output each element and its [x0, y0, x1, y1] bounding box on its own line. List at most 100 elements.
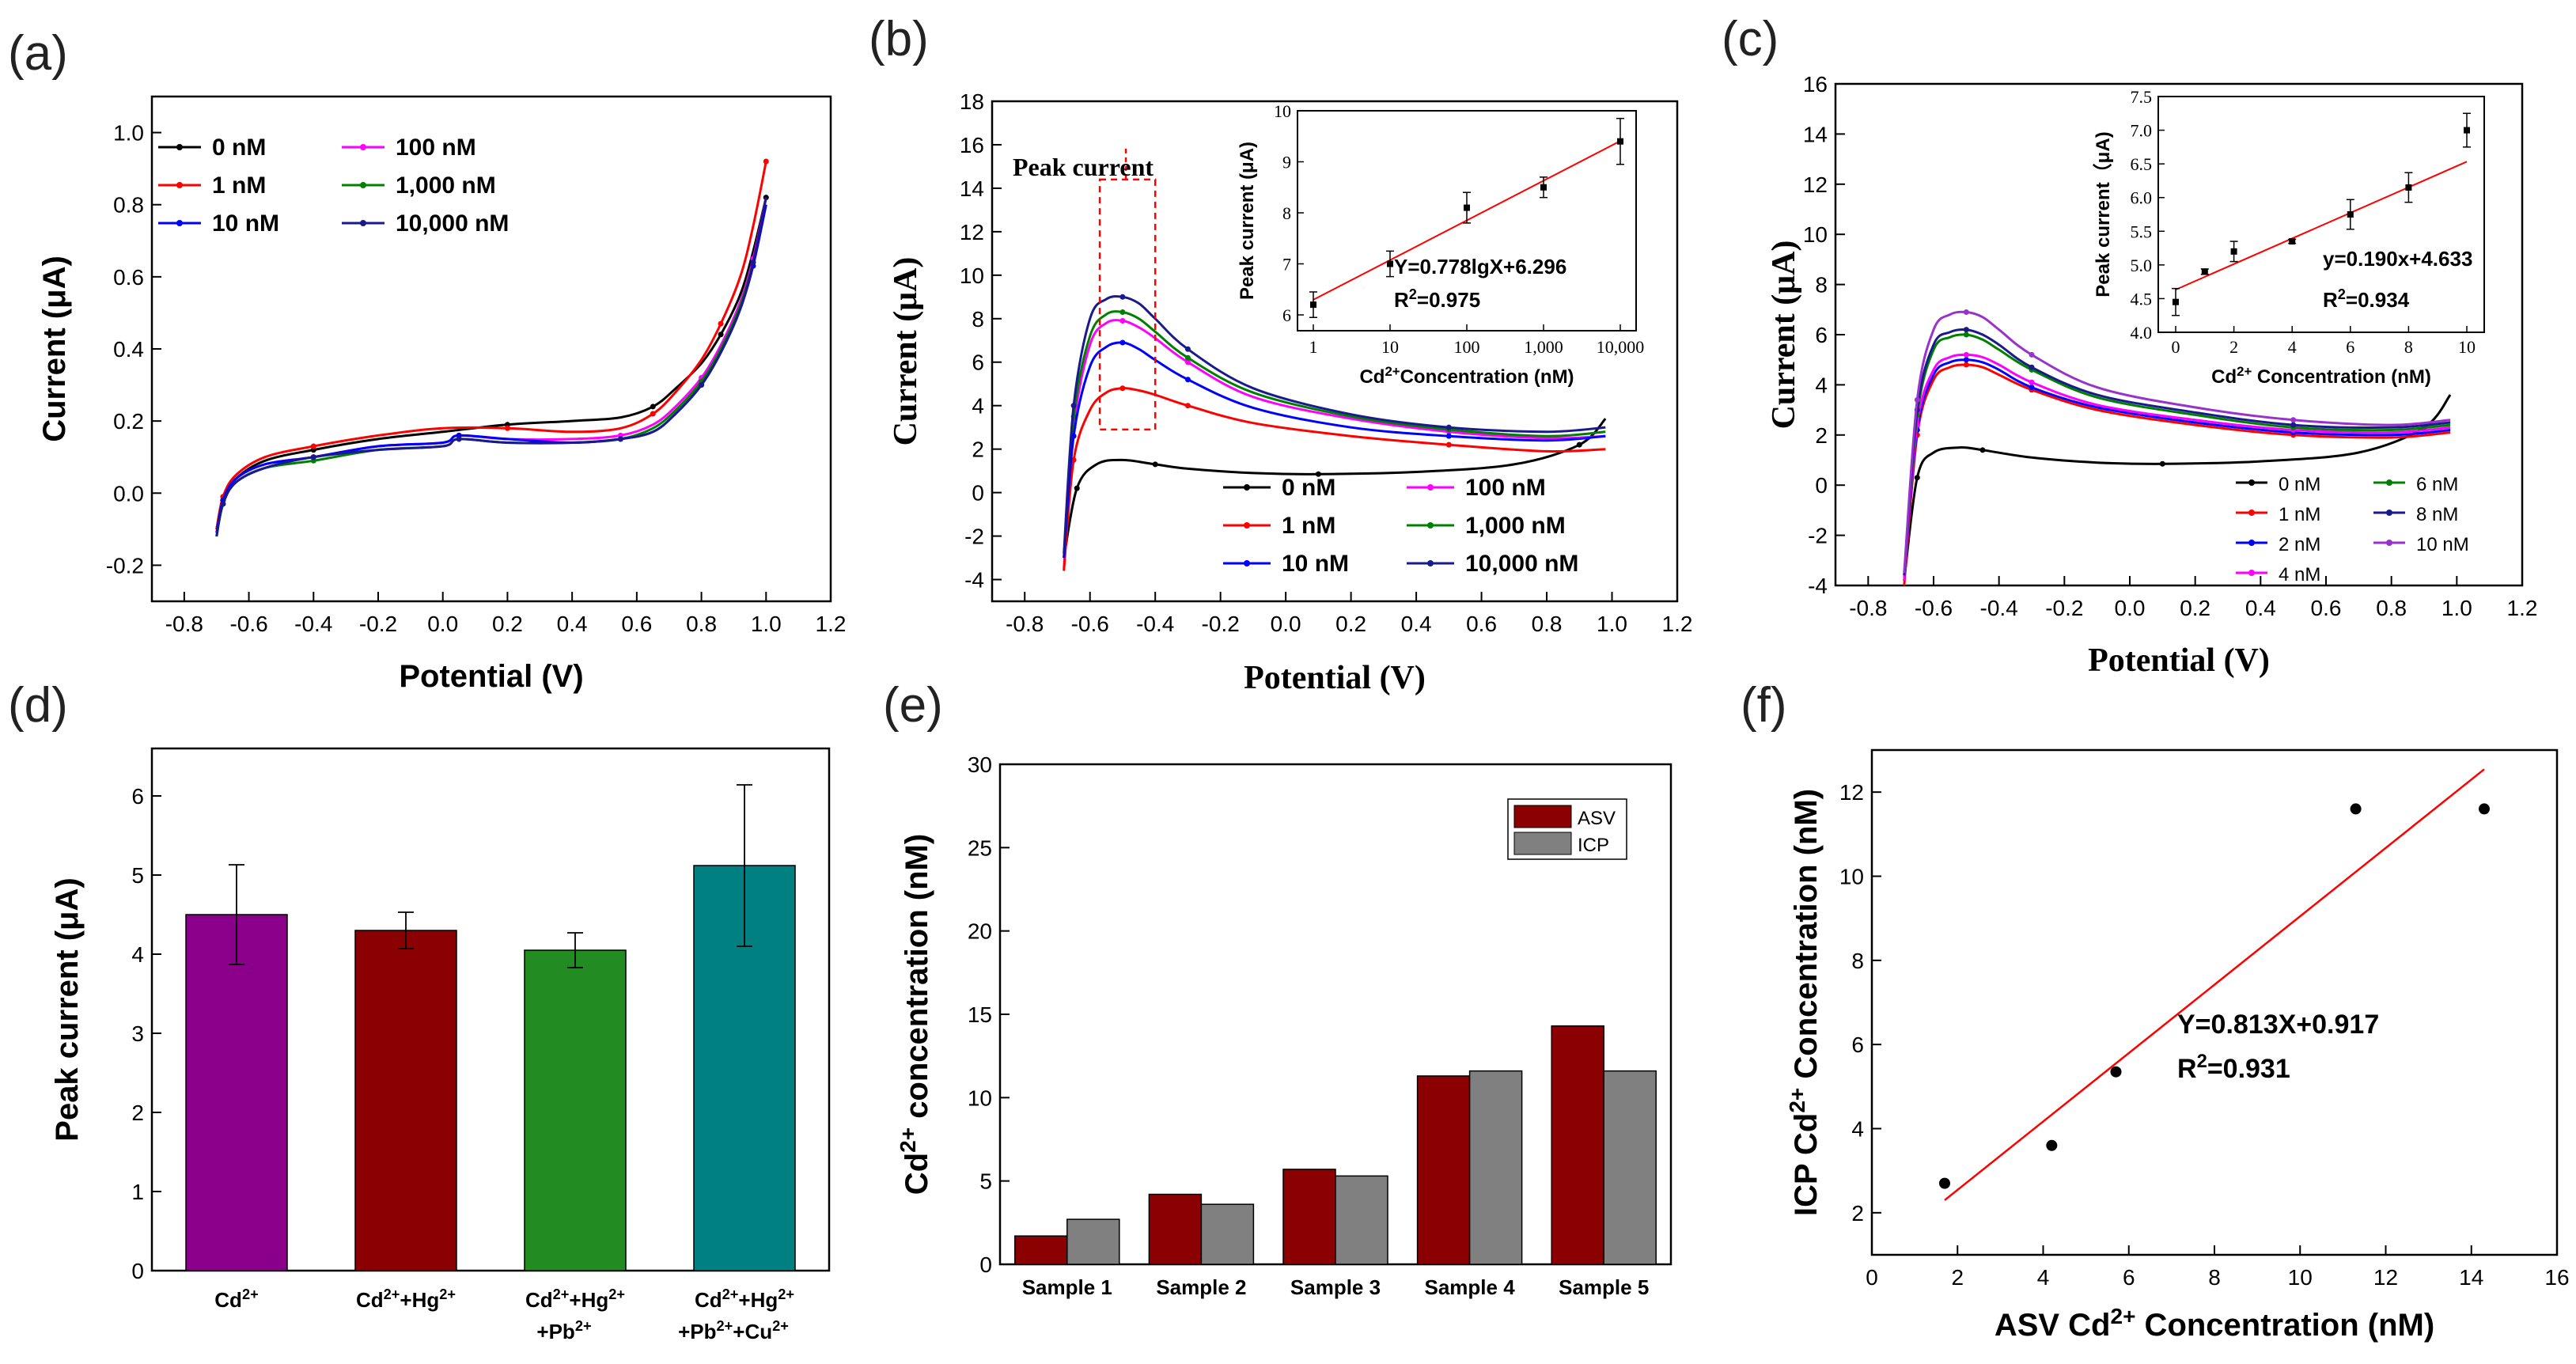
- a-series-line: [215, 204, 767, 537]
- b-xtick-label: 0.0: [1271, 612, 1301, 636]
- c-series-line: [1903, 358, 2451, 581]
- a-legend-marker: [360, 182, 366, 188]
- c-legend-label: 8 nM: [2416, 504, 2458, 525]
- c-xtick-label: -0.8: [1849, 596, 1887, 620]
- c-ytick-label: 8: [1815, 273, 1828, 297]
- a-series-marker: [750, 260, 756, 266]
- b-series-marker: [1184, 346, 1191, 352]
- c-xtick-label: -0.6: [1915, 596, 1953, 620]
- c-legend-marker: [2248, 540, 2255, 546]
- d-ytick-label: 0: [131, 1259, 144, 1283]
- b-legend-marker: [1427, 522, 1434, 529]
- a-series-marker: [617, 436, 623, 442]
- b-inset-xtick-label: 10: [1381, 337, 1399, 357]
- e-category-label: Sample 5: [1559, 1275, 1649, 1299]
- b-inset-xtick-label: 1: [1309, 337, 1318, 357]
- b-ytick-label: 8: [972, 307, 984, 332]
- b-series-marker: [1315, 471, 1321, 477]
- e-legend-swatch: [1513, 805, 1572, 828]
- b-inset-xlabel: Cd2+Concentration (nM): [1359, 364, 1574, 388]
- e-bar-icp: [1066, 1218, 1120, 1265]
- b-peak-box: [1098, 178, 1157, 431]
- f-xtick-label: 16: [2544, 1265, 2569, 1290]
- e-category-label: Sample 4: [1425, 1275, 1516, 1299]
- b-legend-label: 100 nM: [1465, 475, 1546, 501]
- a-series-marker: [763, 158, 769, 165]
- d-category-label: +Pb2++Cu2+: [678, 1318, 789, 1343]
- c-series-marker: [1914, 475, 1920, 481]
- chart-f: (f) 0 2 4 6 8 10 12 14 16 2 4 6 8 10 12 ASV Cd2+ Concent…: [1741, 678, 2570, 1343]
- d-bar: [524, 949, 627, 1271]
- f-data-point: [1939, 1177, 1951, 1189]
- c-legend-marker: [2248, 510, 2255, 516]
- a-ytick-label: 0.8: [113, 193, 144, 218]
- c-inset-xtick-label: 8: [2404, 337, 2413, 357]
- f-ytick-label: 12: [1839, 780, 1864, 805]
- c-inset-point: [2201, 268, 2208, 275]
- c-legend-marker: [2386, 510, 2392, 516]
- e-ylabel: Cd2+ concentration (nM): [896, 834, 935, 1195]
- b-series-line: [1063, 341, 1606, 559]
- c-xtick-label: -0.4: [1980, 596, 2018, 620]
- b-series-marker: [1152, 461, 1158, 468]
- chart-c: (c) -0.8 -0.6 -0.4 -0.2 0.0 0.2 0.4 0.6 0.8 1.0 1.2…: [1722, 12, 2537, 679]
- c-inset-fit-line: [2175, 161, 2468, 291]
- b-inset-ylabel: Peak current (μA): [1237, 142, 1258, 300]
- c-series-line: [1903, 363, 2451, 586]
- f-xtick-label: 10: [2288, 1265, 2313, 1290]
- b-legend-label: 10,000 nM: [1465, 551, 1578, 577]
- e-ytick-label: 5: [979, 1169, 992, 1194]
- c-ytick-label: 14: [1803, 122, 1828, 146]
- a-legend-marker: [176, 182, 183, 188]
- c-ytick-label: 10: [1803, 222, 1828, 247]
- c-xlabel: Potential (V): [2088, 642, 2270, 679]
- c-series-marker: [2029, 379, 2035, 385]
- a-xtick-label: 0.4: [557, 612, 588, 636]
- c-legend-label: 4 nM: [2279, 564, 2320, 585]
- b-legend-marker: [1427, 484, 1434, 491]
- c-inset-ytick-label: 6.0: [2131, 188, 2153, 208]
- c-inset-ytick-label: 5.5: [2131, 222, 2153, 241]
- b-ytick-label: -4: [964, 568, 984, 593]
- a-xtick-label: -0.8: [165, 612, 203, 636]
- e-bar-asv: [1416, 1075, 1471, 1265]
- f-r2: R2=0.931: [2177, 1051, 2290, 1085]
- c-inset-point: [2347, 211, 2354, 218]
- c-series-marker: [1963, 309, 1969, 315]
- c-inset-xtick-label: 10: [2458, 337, 2476, 357]
- chart-d: (d) 0 1 2 3 4 5 6 Peak current (μA) Cd2+ Cd2++Hg2+…: [8, 678, 831, 1343]
- b-legend-marker: [1244, 484, 1250, 491]
- a-xtick-label: -0.6: [229, 612, 267, 636]
- b-ytick-label: 10: [960, 263, 984, 288]
- a-xtick-label: 1.2: [816, 612, 847, 636]
- a-legend-label: 0 nM: [212, 135, 266, 161]
- b-xtick-label: 0.4: [1401, 612, 1432, 636]
- e-ytick-label: 0: [979, 1252, 992, 1277]
- f-ylabel: ICP Cd2+ Concentration (nM): [1785, 789, 1824, 1216]
- b-xtick-label: 1.0: [1597, 612, 1627, 636]
- c-series-marker: [1963, 351, 1969, 358]
- chart-a: (a) -0.8 -0.6 -0.4 -0.2 0.0 0.2 0.4 0.6 0.8 1.0 1.2…: [8, 26, 846, 694]
- f-data-point: [2478, 803, 2490, 815]
- c-series-marker: [1963, 332, 1969, 338]
- a-legend-marker: [360, 144, 366, 150]
- b-legend-marker: [1427, 560, 1434, 566]
- b-series-marker: [1184, 377, 1191, 383]
- a-xtick-label: 0.6: [621, 612, 652, 636]
- b-ytick-label: 2: [972, 438, 984, 462]
- e-bar-icp: [1468, 1070, 1523, 1265]
- c-ytick-label: 4: [1815, 373, 1828, 397]
- a-series-line: [215, 204, 767, 533]
- c-legend-label: 1 nM: [2279, 504, 2320, 525]
- f-xtick-label: 12: [2373, 1265, 2398, 1290]
- a-legend-marker: [176, 144, 183, 150]
- b-series-marker: [1070, 403, 1077, 409]
- b-inset-point: [1310, 301, 1316, 309]
- c-inset-xtick-label: 0: [2172, 337, 2180, 357]
- b-ytick-label: -2: [964, 525, 984, 549]
- a-ytick-label: 0.4: [113, 337, 144, 362]
- b-inset-ytick-label: 9: [1282, 153, 1291, 172]
- chart-e: (e) 0 5 10 15 20 25 30 Cd2+ concentration (nM) Sa…: [883, 678, 1673, 1299]
- b-xtick-label: 0.8: [1532, 612, 1563, 636]
- b-xtick-label: -0.2: [1202, 612, 1240, 636]
